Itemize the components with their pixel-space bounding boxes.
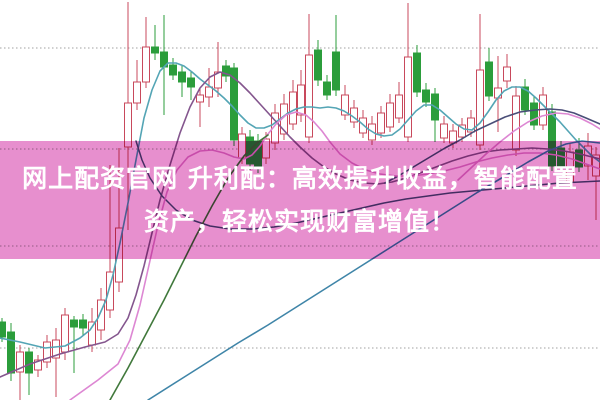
ma-line-teal [0, 62, 600, 349]
candle-body [476, 69, 484, 146]
candle-body [34, 359, 42, 371]
banner-line-2: 资产，轻松实现财富增值！ [143, 207, 456, 236]
candle-body [305, 54, 313, 138]
candle-body [323, 81, 331, 96]
candle-body [530, 102, 538, 126]
candle-body [142, 46, 150, 83]
candle-body [521, 86, 529, 111]
candle-body [503, 66, 511, 82]
candle-body [7, 331, 15, 374]
candle-body [214, 71, 222, 89]
candle-body [196, 94, 204, 103]
candle-body [314, 49, 322, 81]
candle-body [43, 341, 51, 363]
candle-body [297, 84, 305, 116]
banner-line-1: 网上配资官网 升利配：高效提升收益，智能配置 [22, 164, 578, 193]
candle-body [205, 86, 213, 98]
candle-body [458, 124, 466, 138]
candle-body [413, 52, 421, 93]
candle-body [79, 319, 87, 329]
candle-body [187, 77, 195, 88]
candle-body [16, 351, 24, 373]
candle-body [377, 112, 385, 134]
candle-body [467, 117, 475, 133]
candle-body [97, 299, 105, 331]
candle-body [222, 65, 230, 77]
pink-banner-overlay [0, 141, 600, 259]
candle-body [289, 91, 297, 125]
candle-body [386, 102, 394, 128]
candle-body [341, 94, 349, 116]
candle-body [25, 351, 33, 374]
candle-body [440, 123, 448, 139]
banner-text: 网上配资官网 升利配：高效提升收益，智能配置 资产，轻松实现财富增值！ [0, 141, 600, 259]
candle-body [70, 319, 78, 328]
candle-body [422, 89, 430, 103]
candle-body [169, 64, 177, 76]
candle-body [494, 87, 502, 99]
candle-body [52, 339, 60, 359]
candle-body [395, 94, 403, 119]
candle-body [88, 321, 96, 346]
candle-body [106, 271, 114, 311]
candle-body [133, 81, 141, 104]
candle-body [178, 71, 186, 83]
candle-body [404, 56, 412, 138]
candle-body [151, 46, 159, 54]
candle-body [485, 61, 493, 97]
candle-body [0, 321, 6, 338]
candle-body [332, 51, 340, 91]
